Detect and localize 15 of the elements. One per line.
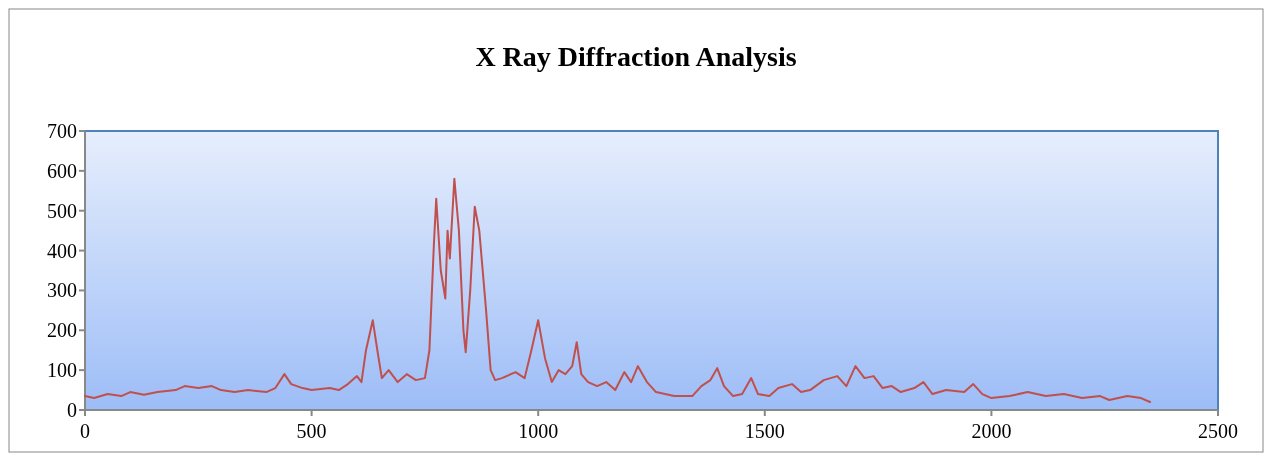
y-tick-label: 300 [47,279,77,302]
y-tick-label: 200 [47,319,77,342]
y-tick-label: 400 [47,239,77,262]
x-tick-label: 500 [296,420,327,442]
y-tick-label: 700 [47,120,77,142]
x-tick-label: 2000 [971,420,1012,442]
line-series [84,177,1152,404]
y-tick-label: 0 [67,399,77,421]
y-tick-label: 100 [47,359,77,382]
x-tick-label: 1500 [744,420,785,442]
chart-title: X Ray Diffraction Analysis [475,41,797,72]
y-tick-label: 600 [47,159,77,182]
x-tick-label: 1000 [518,420,559,442]
y-tick-label: 500 [47,199,77,222]
x-tick-label: 2500 [1198,420,1238,442]
